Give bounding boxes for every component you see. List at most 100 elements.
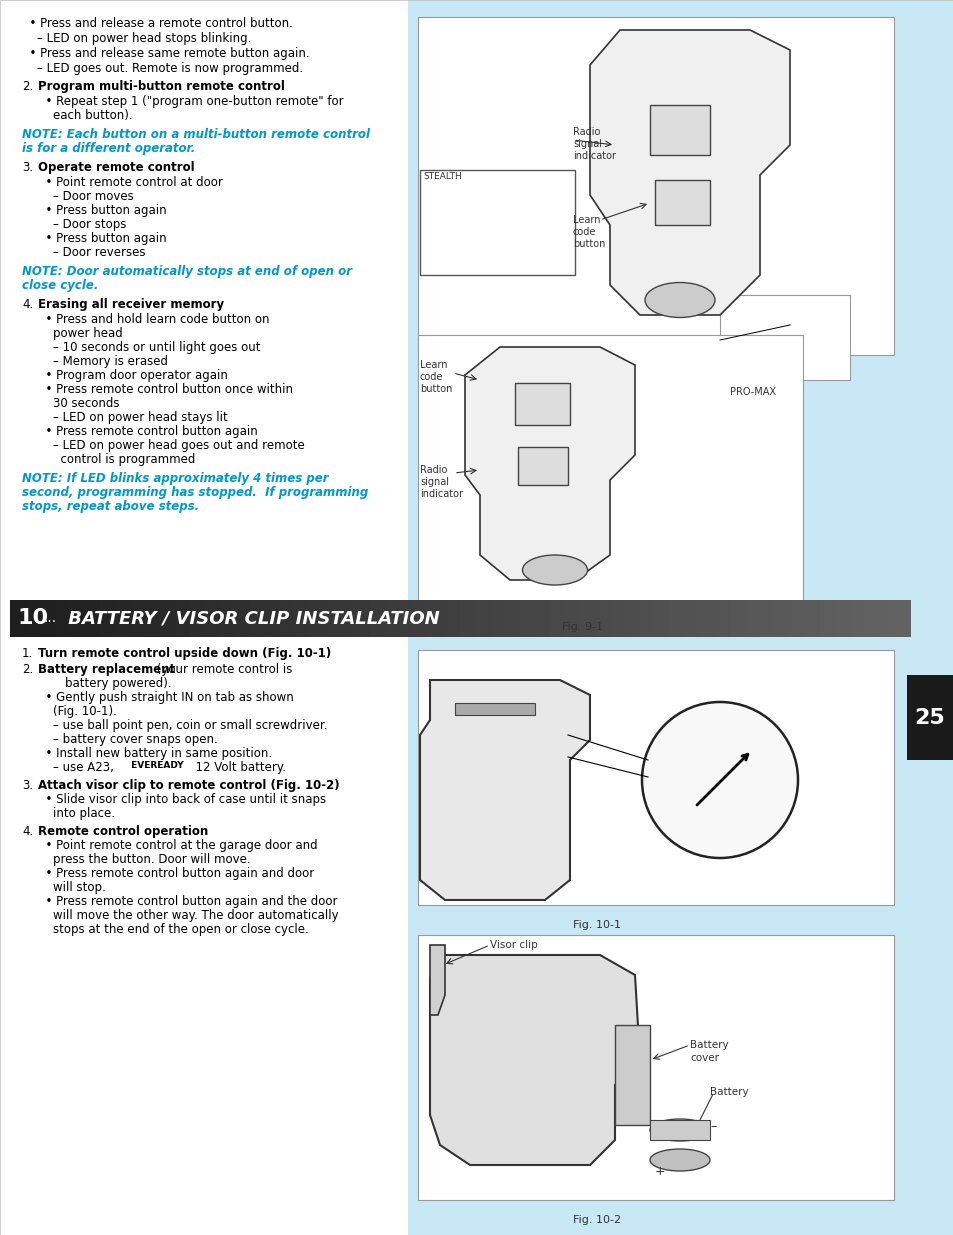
Text: battery powered).: battery powered).	[50, 677, 172, 690]
Text: Battery: Battery	[689, 1040, 728, 1050]
Bar	[417, 650, 893, 905]
Text: • Repeat step 1 ("program one-button remote" for: • Repeat step 1 ("program one-button rem…	[38, 95, 343, 107]
Bar	[355, 600, 371, 637]
Text: • Press button again: • Press button again	[38, 232, 167, 245]
Text: Radio: Radio	[419, 466, 447, 475]
Text: is for a different operator.: is for a different operator.	[22, 142, 195, 156]
Bar	[385, 600, 400, 637]
Bar	[744, 600, 760, 637]
Text: – Memory is erased: – Memory is erased	[38, 354, 168, 368]
Text: NOTE: Door automatically stops at end of open or: NOTE: Door automatically stops at end of…	[22, 266, 352, 278]
Bar	[40, 600, 56, 637]
Text: 3.: 3.	[22, 779, 33, 792]
Bar	[310, 600, 326, 637]
Bar	[615, 1025, 649, 1125]
Bar	[444, 600, 460, 637]
Text: • Point remote control at the garage door and: • Point remote control at the garage doo…	[38, 839, 317, 852]
Text: 25: 25	[914, 708, 944, 727]
Text: – Door moves: – Door moves	[38, 190, 133, 203]
Text: 1.: 1.	[22, 647, 33, 659]
Text: button: button	[419, 384, 452, 394]
Text: code: code	[419, 372, 443, 382]
Text: Operate remote control: Operate remote control	[38, 161, 194, 174]
Text: NOTE: If LED blinks approximately 4 times per: NOTE: If LED blinks approximately 4 time…	[22, 472, 328, 485]
Bar	[684, 600, 700, 637]
Text: each button).: each button).	[38, 109, 132, 122]
Bar	[714, 600, 730, 637]
Bar	[325, 600, 340, 637]
Bar	[459, 600, 476, 637]
Text: indicator: indicator	[419, 489, 462, 499]
Text: stops at the end of the open or close cycle.: stops at the end of the open or close cy…	[38, 923, 309, 936]
Text: Learn: Learn	[419, 359, 447, 370]
Bar	[595, 600, 610, 637]
Bar	[130, 600, 146, 637]
Bar	[265, 600, 281, 637]
Circle shape	[641, 701, 797, 858]
Polygon shape	[589, 30, 789, 315]
Text: Program multi-button remote control: Program multi-button remote control	[38, 80, 285, 93]
Text: –: –	[709, 1120, 716, 1132]
Bar	[609, 600, 625, 637]
Text: +: +	[655, 1165, 665, 1178]
Text: Battery: Battery	[709, 1087, 748, 1097]
Text: 4.: 4.	[22, 825, 33, 839]
Bar	[700, 600, 716, 637]
Bar	[205, 600, 221, 637]
Bar	[789, 600, 805, 637]
Text: Fig. 10-1: Fig. 10-1	[573, 920, 620, 930]
Bar	[834, 600, 850, 637]
Bar	[669, 600, 685, 637]
Bar	[649, 105, 709, 156]
Text: – use A23,: – use A23,	[38, 761, 113, 774]
Bar	[879, 600, 895, 637]
Text: 2.: 2.	[22, 80, 33, 93]
Bar	[519, 600, 536, 637]
Bar	[455, 703, 535, 715]
Text: PRO-MAX: PRO-MAX	[729, 387, 775, 396]
Bar	[760, 600, 775, 637]
Text: Remote control operation: Remote control operation	[38, 825, 208, 839]
Bar	[190, 600, 206, 637]
Bar	[655, 180, 709, 225]
Text: 3.: 3.	[22, 161, 33, 174]
Text: NOTE: Each button on a multi-button remote control: NOTE: Each button on a multi-button remo…	[22, 128, 370, 141]
Ellipse shape	[649, 1149, 709, 1171]
Bar	[417, 335, 802, 605]
Bar	[174, 600, 191, 637]
Bar	[408, 0, 953, 1235]
Text: – use ball point pen, coin or small screwdriver.: – use ball point pen, coin or small scre…	[38, 719, 327, 732]
Polygon shape	[430, 945, 444, 1015]
Bar	[579, 600, 596, 637]
Bar	[415, 600, 431, 637]
Text: cover: cover	[689, 1053, 719, 1063]
Bar	[280, 600, 295, 637]
Text: • Press remote control button again and door: • Press remote control button again and …	[38, 867, 314, 881]
Text: power head: power head	[38, 327, 123, 340]
Text: 4.: 4.	[22, 298, 33, 311]
Bar	[655, 600, 670, 637]
Bar	[720, 295, 849, 380]
Text: (Fig. 10-1).: (Fig. 10-1).	[38, 705, 117, 718]
Bar	[430, 600, 446, 637]
Bar	[804, 600, 821, 637]
Bar	[639, 600, 656, 637]
Bar	[115, 600, 131, 637]
Polygon shape	[430, 955, 639, 1165]
Text: Turn remote control upside down (Fig. 10-1): Turn remote control upside down (Fig. 10…	[38, 647, 331, 659]
Text: – LED on power head stops blinking.: – LED on power head stops blinking.	[22, 32, 251, 44]
Text: stops, repeat above steps.: stops, repeat above steps.	[22, 500, 199, 513]
Text: • Gently push straight IN on tab as shown: • Gently push straight IN on tab as show…	[38, 692, 294, 704]
Text: • Program door operator again: • Program door operator again	[38, 369, 228, 382]
Text: 10: 10	[18, 609, 49, 629]
Text: Radio: Radio	[573, 127, 599, 137]
Text: Fig. 9-1: Fig. 9-1	[561, 622, 602, 632]
Bar	[515, 383, 569, 425]
Bar	[774, 600, 790, 637]
Bar	[85, 600, 101, 637]
Text: close cycle.: close cycle.	[22, 279, 98, 291]
Text: • Press remote control button again: • Press remote control button again	[38, 425, 257, 438]
Bar	[160, 600, 175, 637]
Text: – LED goes out. Remote is now programmed.: – LED goes out. Remote is now programmed…	[22, 62, 303, 75]
Text: ...: ...	[44, 611, 57, 625]
